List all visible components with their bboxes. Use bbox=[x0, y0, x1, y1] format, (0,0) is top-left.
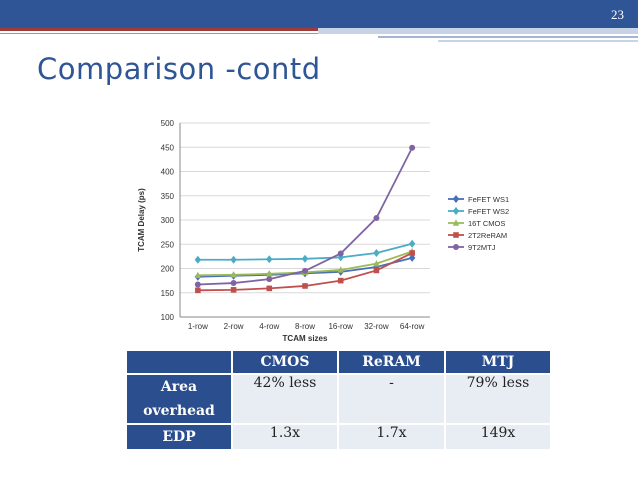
line-chart: 100 150 200 250 300 350 400 450 500 1-row 2-row 4-r… bbox=[130, 115, 510, 345]
data-point bbox=[337, 266, 344, 273]
x-tick-label: 8-row bbox=[295, 322, 315, 331]
page-number: 23 bbox=[611, 7, 624, 22]
chart-svg: 100 150 200 250 300 350 400 450 500 1-row 2-row 4-r… bbox=[130, 115, 510, 345]
axes: 100 150 200 250 300 350 400 450 500 1-row 2-row 4-r… bbox=[137, 119, 430, 343]
y-tick-label: 200 bbox=[161, 265, 175, 274]
data-point bbox=[373, 259, 380, 267]
data-point bbox=[408, 239, 416, 248]
legend-label: 16T CMOS bbox=[468, 219, 505, 228]
series-9t2mtj bbox=[194, 144, 416, 288]
y-tick-label: 400 bbox=[161, 168, 175, 177]
data-point bbox=[230, 280, 237, 287]
legend-item: FeFET WS1 bbox=[448, 195, 509, 204]
legend-label: 9T2MTJ bbox=[468, 243, 496, 252]
x-tick-label: 32-row bbox=[364, 322, 389, 331]
data-point bbox=[337, 277, 344, 284]
legend-label: FeFET WS1 bbox=[468, 195, 509, 204]
data-point bbox=[409, 250, 415, 256]
legend-item: 2T2ReRAM bbox=[448, 231, 507, 240]
data-point bbox=[337, 250, 344, 257]
cell-edp-cmos: 1.3x bbox=[233, 425, 337, 449]
legend-label: 2T2ReRAM bbox=[468, 231, 507, 240]
legend: FeFET WS1 FeFET WS2 16T CMOS 2T2ReRAM 9T2MTJ bbox=[448, 195, 509, 252]
table-header-reram: ReRAM bbox=[339, 351, 444, 373]
legend-label: FeFET WS2 bbox=[468, 207, 509, 216]
legend-item: 9T2MTJ bbox=[448, 243, 496, 252]
series-fefet-ws2 bbox=[194, 239, 416, 264]
table-row: EDP 1.3x 1.7x 149x bbox=[127, 425, 550, 449]
x-tick-label: 1-row bbox=[188, 322, 208, 331]
data-point bbox=[266, 270, 273, 277]
data-point bbox=[452, 219, 460, 226]
table-row: Area overhead 42% less - 79% less bbox=[127, 375, 550, 423]
header-bar bbox=[0, 0, 638, 28]
cell-edp-reram: 1.7x bbox=[339, 425, 444, 449]
row-label-line: Area bbox=[160, 379, 198, 395]
x-tick-label: 4-row bbox=[259, 322, 279, 331]
data-point bbox=[373, 215, 380, 222]
x-axis-title: TCAM sizes bbox=[283, 334, 328, 343]
y-tick-label: 500 bbox=[161, 119, 175, 128]
series-lines bbox=[194, 144, 416, 294]
x-tick-label: 64-row bbox=[400, 322, 425, 331]
data-point bbox=[194, 271, 202, 278]
y-tick-label: 350 bbox=[161, 192, 175, 201]
table-header-cmos: CMOS bbox=[233, 351, 337, 373]
row-label-edp: EDP bbox=[127, 425, 231, 449]
data-point bbox=[302, 283, 308, 289]
table-header-mtj: MTJ bbox=[446, 351, 550, 373]
cell-area-cmos: 42% less bbox=[233, 375, 337, 423]
table-header-empty bbox=[127, 351, 231, 373]
cell-area-mtj: 79% less bbox=[446, 375, 550, 423]
x-tick-label: 16-row bbox=[328, 322, 353, 331]
series-2t2reram bbox=[195, 250, 415, 294]
data-point bbox=[373, 248, 380, 257]
data-point bbox=[301, 254, 309, 263]
data-point bbox=[373, 267, 380, 274]
data-point bbox=[230, 255, 237, 264]
x-tick-label: 2-row bbox=[224, 322, 244, 331]
cell-area-reram: - bbox=[339, 375, 444, 423]
data-point bbox=[452, 195, 460, 203]
y-tick-label: 300 bbox=[161, 216, 175, 225]
data-point bbox=[408, 253, 416, 262]
legend-item: FeFET WS2 bbox=[448, 207, 509, 216]
y-axis-title: TCAM Delay (ps) bbox=[137, 188, 146, 252]
header-decoration bbox=[318, 28, 638, 34]
slide-title: Comparison -contd bbox=[37, 52, 321, 86]
data-point bbox=[409, 144, 416, 151]
legend-item: 16T CMOS bbox=[448, 219, 505, 228]
data-point bbox=[194, 255, 202, 264]
y-tick-label: 100 bbox=[161, 313, 175, 322]
y-tick-label: 150 bbox=[161, 289, 175, 298]
data-point bbox=[195, 287, 201, 294]
cell-edp-mtj: 149x bbox=[446, 425, 550, 449]
data-point bbox=[266, 255, 273, 264]
data-point bbox=[230, 287, 237, 293]
data-point bbox=[302, 267, 308, 274]
header-decoration bbox=[438, 40, 638, 42]
data-point bbox=[194, 281, 201, 288]
data-point bbox=[266, 276, 273, 283]
data-point bbox=[453, 244, 459, 250]
header-decoration bbox=[378, 36, 638, 38]
row-label-line: overhead bbox=[143, 403, 215, 419]
data-point bbox=[266, 285, 273, 292]
comparison-table: CMOS ReRAM MTJ Area overhead 42% less - 7… bbox=[125, 349, 552, 451]
chart-background bbox=[130, 115, 510, 345]
y-tick-label: 250 bbox=[161, 240, 175, 249]
row-label-area-overhead: Area overhead bbox=[127, 375, 231, 423]
table-header-row: CMOS ReRAM MTJ bbox=[127, 351, 550, 373]
data-point bbox=[230, 271, 237, 278]
data-point bbox=[453, 232, 459, 238]
data-point bbox=[452, 207, 460, 215]
y-tick-label: 450 bbox=[161, 143, 175, 152]
